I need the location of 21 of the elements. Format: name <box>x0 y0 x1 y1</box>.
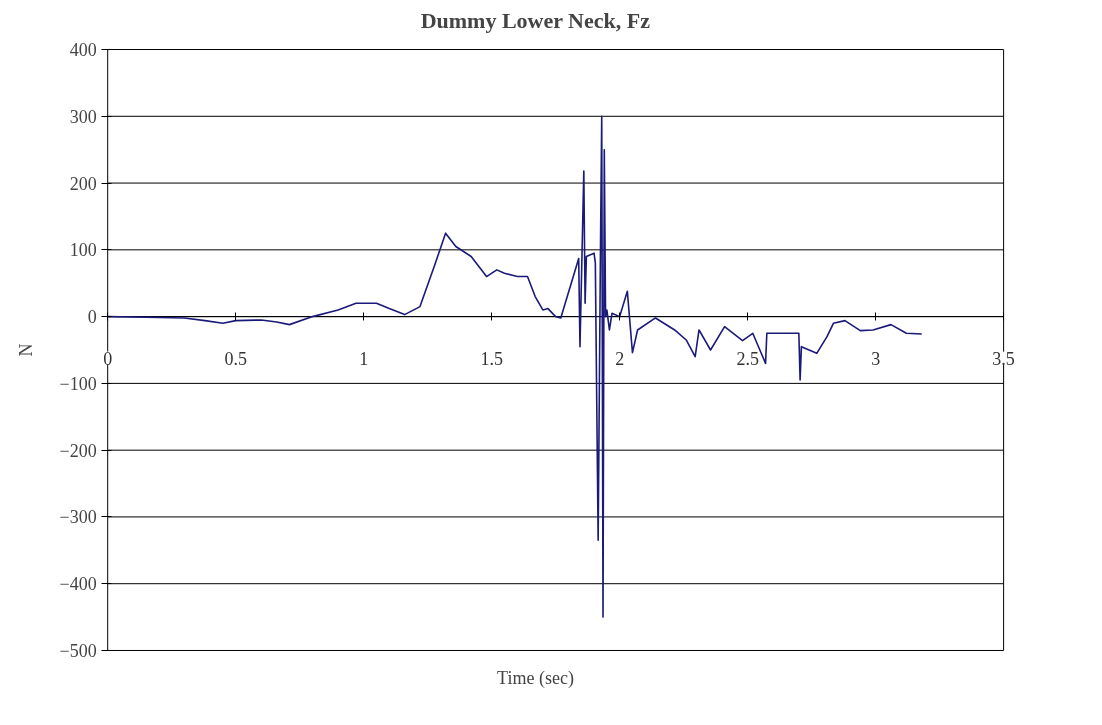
x-tick-label: 3 <box>871 348 881 369</box>
y-tick-label: 400 <box>69 40 97 61</box>
y-tick-label: −100 <box>59 373 97 394</box>
x-tick-label: 3.5 <box>992 348 1015 369</box>
y-tick-label: 0 <box>87 307 97 328</box>
y-tick-label: 300 <box>69 106 97 127</box>
x-tick-label: 0.5 <box>224 348 247 369</box>
x-tick-label: 2.5 <box>736 348 759 369</box>
y-tick-label: 200 <box>69 173 97 194</box>
x-tick-label: 1 <box>359 348 369 369</box>
x-axis-title: Time (sec) <box>497 667 574 689</box>
y-tick-label: −400 <box>59 574 97 595</box>
x-tick-label: 1.5 <box>480 348 503 369</box>
y-tick-label: −200 <box>59 440 97 461</box>
chart-title: Dummy Lower Neck, Fz <box>420 7 651 33</box>
x-tick-label: 2 <box>615 348 625 369</box>
y-tick-label: −500 <box>59 640 97 661</box>
y-tick-label: 100 <box>69 240 97 261</box>
x-tick-label: 0 <box>103 348 113 369</box>
y-tick-label: −300 <box>59 507 97 528</box>
y-axis-title: N <box>15 343 36 357</box>
